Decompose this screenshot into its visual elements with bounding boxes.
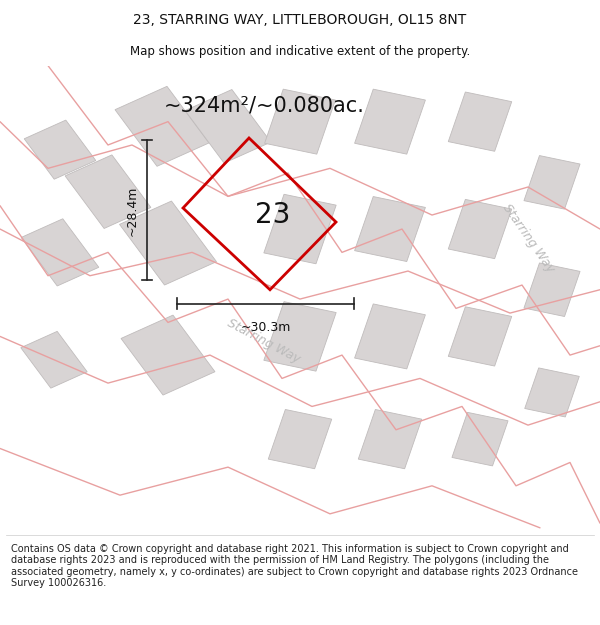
- Polygon shape: [355, 304, 425, 369]
- Polygon shape: [448, 199, 512, 259]
- Polygon shape: [355, 196, 425, 261]
- Text: Map shows position and indicative extent of the property.: Map shows position and indicative extent…: [130, 45, 470, 58]
- Polygon shape: [185, 89, 271, 163]
- Text: Starring Way: Starring Way: [500, 202, 556, 275]
- Polygon shape: [524, 263, 580, 316]
- Polygon shape: [265, 89, 335, 154]
- Polygon shape: [448, 307, 512, 366]
- Polygon shape: [355, 89, 425, 154]
- Polygon shape: [264, 302, 336, 371]
- Text: ~30.3m: ~30.3m: [241, 321, 290, 334]
- Polygon shape: [121, 315, 215, 395]
- Polygon shape: [452, 412, 508, 466]
- Polygon shape: [21, 219, 99, 286]
- Polygon shape: [268, 409, 332, 469]
- Text: ~324m²/~0.080ac.: ~324m²/~0.080ac.: [164, 95, 364, 115]
- Text: 23: 23: [256, 201, 290, 229]
- Polygon shape: [115, 86, 209, 166]
- Text: ~28.4m: ~28.4m: [125, 185, 139, 236]
- Polygon shape: [119, 201, 217, 285]
- Text: Contains OS data © Crown copyright and database right 2021. This information is : Contains OS data © Crown copyright and d…: [11, 544, 578, 588]
- Text: Starring Way: Starring Way: [226, 316, 302, 366]
- Polygon shape: [448, 92, 512, 151]
- Polygon shape: [525, 368, 579, 417]
- Polygon shape: [524, 156, 580, 209]
- Polygon shape: [264, 194, 336, 264]
- Text: 23, STARRING WAY, LITTLEBOROUGH, OL15 8NT: 23, STARRING WAY, LITTLEBOROUGH, OL15 8N…: [133, 12, 467, 27]
- Polygon shape: [65, 155, 151, 229]
- Polygon shape: [24, 120, 96, 179]
- Polygon shape: [21, 331, 87, 388]
- Polygon shape: [358, 409, 422, 469]
